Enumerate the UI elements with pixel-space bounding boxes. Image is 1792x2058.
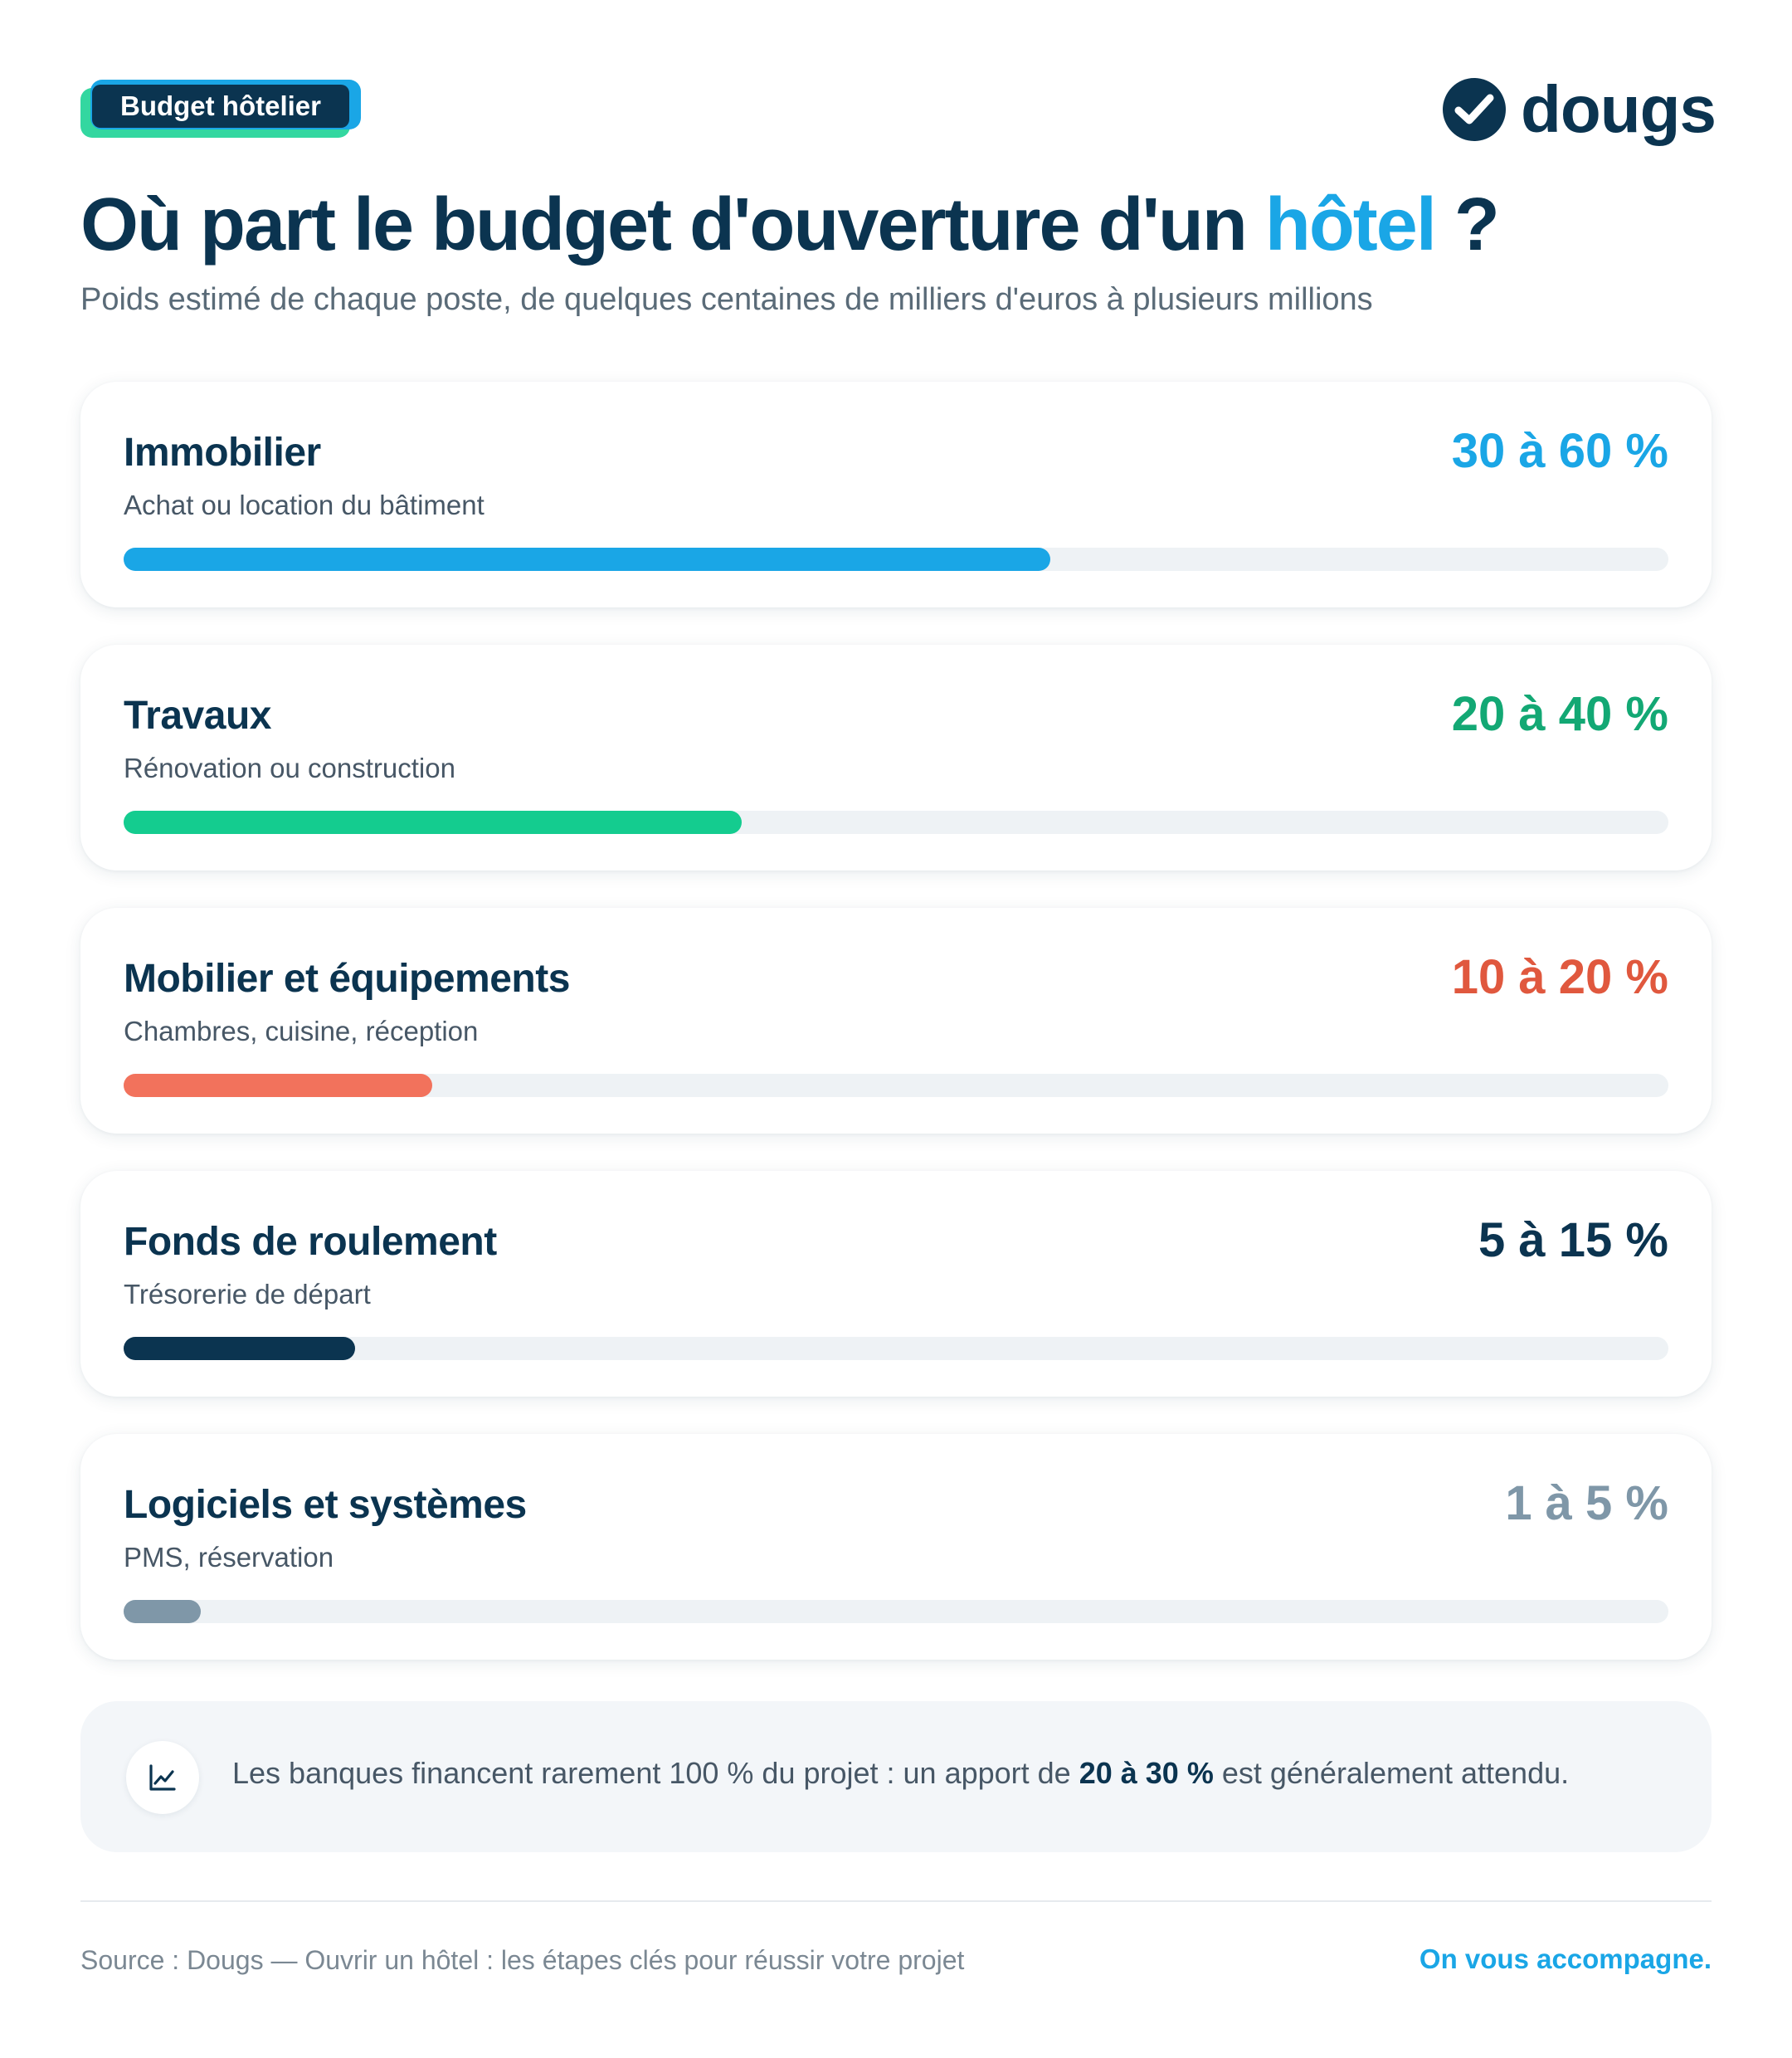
- category-badge: Budget hôtelier: [80, 80, 361, 139]
- financing-note: Les banques financent rarement 100 % du …: [80, 1701, 1712, 1852]
- row-description: Trésorerie de départ: [124, 1279, 371, 1309]
- source-text: Source : Dougs — Ouvrir un hôtel : les é…: [80, 1945, 965, 1975]
- bar-fill: [124, 1074, 432, 1097]
- logo-text: dougs: [1521, 72, 1717, 146]
- row-category: Travaux: [124, 694, 271, 738]
- note-text-bold: 20 à 30 %: [1079, 1756, 1214, 1790]
- row-range-label: 30 à 60 %: [1451, 424, 1668, 478]
- budget-row: Mobilier et équipements Chambres, cuisine…: [80, 908, 1712, 1134]
- bar-fill: [124, 811, 742, 834]
- row-category: Fonds de roulement: [124, 1220, 497, 1264]
- title-accent: hôtel: [1264, 183, 1437, 266]
- row-description: PMS, réservation: [124, 1542, 334, 1573]
- row-category: Logiciels et systèmes: [124, 1483, 527, 1527]
- tagline: On vous accompagne.: [1419, 1943, 1712, 1974]
- page-subtitle: Poids estimé de chaque poste, de quelque…: [80, 282, 1373, 317]
- bar-track: [124, 1074, 1668, 1097]
- badge-label: Budget hôtelier: [92, 85, 349, 128]
- row-category: Immobilier: [124, 431, 321, 475]
- bar-track: [124, 1337, 1668, 1360]
- bar-fill: [124, 1337, 355, 1360]
- budget-row: Logiciels et systèmes PMS, réservation 1 à…: [80, 1434, 1712, 1660]
- bar-fill: [124, 548, 1050, 571]
- row-description: Rénovation ou construction: [124, 753, 455, 783]
- bar-track: [124, 811, 1668, 834]
- note-text-before: Les banques financent rarement 100 % du …: [232, 1756, 1079, 1790]
- budget-row: Fonds de roulement Trésorerie de départ 5 …: [80, 1171, 1712, 1397]
- bar-track: [124, 548, 1668, 571]
- row-range-label: 5 à 15 %: [1478, 1213, 1668, 1267]
- check-circle-icon: [1443, 78, 1507, 141]
- row-description: Achat ou location du bâtiment: [124, 490, 485, 520]
- bar-track: [124, 1600, 1668, 1623]
- page-title: Où part le budget d'ouverture d'un hôtel…: [80, 183, 1500, 268]
- bar-fill: [124, 1600, 201, 1623]
- row-description: Chambres, cuisine, réception: [124, 1016, 479, 1046]
- note-text: Les banques financent rarement 100 % du …: [232, 1756, 1569, 1791]
- row-category: Mobilier et équipements: [124, 957, 570, 1001]
- line-chart-icon: [126, 1741, 199, 1814]
- dougs-logo: dougs: [1443, 72, 1717, 146]
- note-text-after: est généralement attendu.: [1213, 1756, 1570, 1790]
- row-range-label: 1 à 5 %: [1505, 1476, 1668, 1530]
- title-main: Où part le budget d'ouverture d'un: [80, 183, 1265, 266]
- row-range-label: 20 à 40 %: [1451, 687, 1668, 741]
- footer-divider: [80, 1900, 1712, 1902]
- title-end: ?: [1434, 183, 1500, 266]
- budget-row: Travaux Rénovation ou construction 20 à 40…: [80, 645, 1712, 871]
- row-range-label: 10 à 20 %: [1451, 950, 1668, 1004]
- budget-row: Immobilier Achat ou location du bâtiment 3…: [80, 382, 1712, 607]
